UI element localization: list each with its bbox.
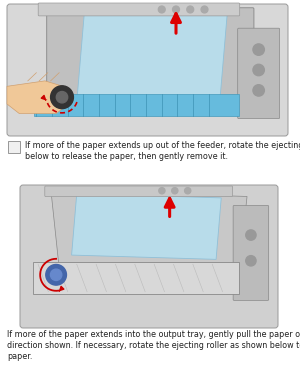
Circle shape: [172, 6, 179, 13]
Circle shape: [50, 269, 62, 281]
FancyBboxPatch shape: [33, 262, 239, 294]
FancyBboxPatch shape: [47, 8, 254, 108]
Circle shape: [184, 188, 191, 194]
Text: i: i: [12, 142, 15, 151]
FancyBboxPatch shape: [45, 186, 232, 197]
FancyBboxPatch shape: [7, 4, 288, 136]
Circle shape: [56, 92, 68, 103]
Polygon shape: [7, 81, 74, 114]
FancyBboxPatch shape: [233, 206, 269, 300]
Circle shape: [253, 44, 264, 55]
Circle shape: [253, 64, 264, 76]
FancyBboxPatch shape: [8, 140, 20, 152]
Circle shape: [246, 256, 256, 266]
Polygon shape: [76, 7, 227, 114]
Circle shape: [201, 6, 208, 13]
Circle shape: [187, 6, 194, 13]
FancyBboxPatch shape: [38, 3, 240, 16]
Circle shape: [51, 86, 74, 109]
Text: If more of the paper extends into the output tray, gently pull the paper out in : If more of the paper extends into the ou…: [7, 330, 300, 361]
Circle shape: [159, 188, 165, 194]
FancyBboxPatch shape: [238, 28, 280, 119]
Circle shape: [158, 6, 165, 13]
Circle shape: [172, 188, 178, 194]
Polygon shape: [72, 194, 221, 259]
Circle shape: [246, 230, 256, 240]
FancyBboxPatch shape: [34, 95, 239, 116]
FancyBboxPatch shape: [20, 185, 278, 328]
Circle shape: [46, 265, 66, 285]
Polygon shape: [51, 191, 247, 268]
Circle shape: [253, 85, 264, 96]
Text: If more of the paper extends up out of the feeder, rotate the ejecting roller as: If more of the paper extends up out of t…: [25, 141, 300, 161]
